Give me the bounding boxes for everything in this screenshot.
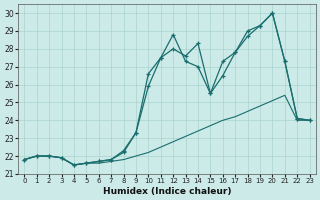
X-axis label: Humidex (Indice chaleur): Humidex (Indice chaleur) — [103, 187, 231, 196]
